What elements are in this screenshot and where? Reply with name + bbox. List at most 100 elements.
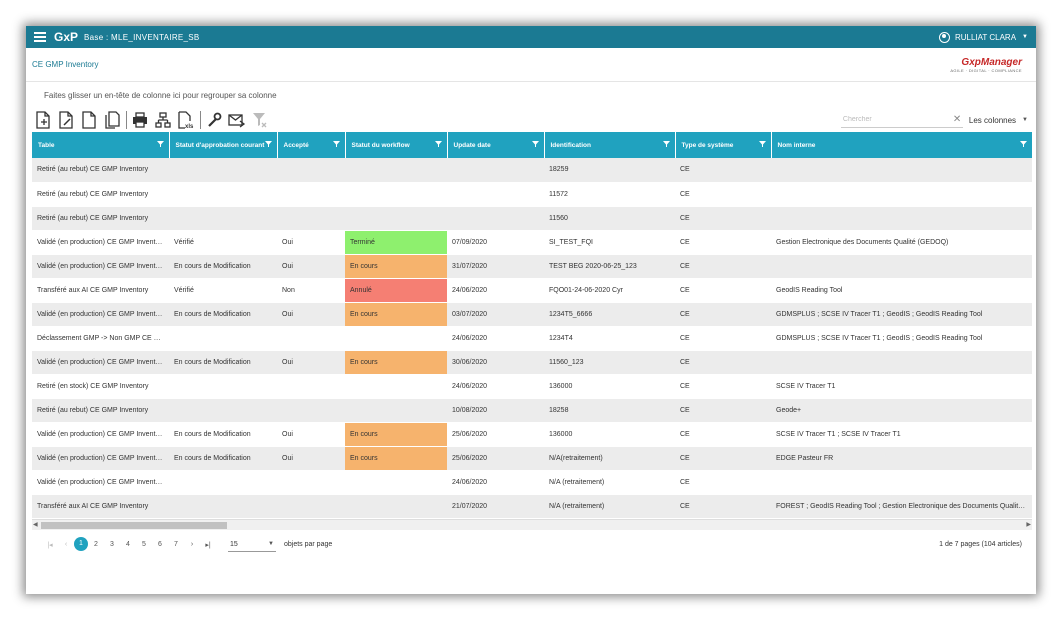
filter-icon[interactable]	[531, 141, 539, 147]
scrollbar-thumb[interactable]	[41, 521, 227, 529]
table-cell: CE	[675, 278, 771, 303]
page-number[interactable]: 6	[158, 541, 162, 548]
user-icon	[938, 31, 950, 43]
table-row[interactable]: Validé (en production) CE GMP Inventory 2…	[32, 470, 1032, 495]
page-number[interactable]: 1	[74, 536, 88, 551]
clear-search-icon[interactable]: ✕	[952, 114, 962, 125]
table-row[interactable]: Retiré (en stock) CE GMP Inventory 24/06/…	[32, 374, 1032, 399]
menu-icon[interactable]	[34, 32, 46, 42]
page-size-select[interactable]: 15 ▼	[228, 538, 276, 552]
search-input[interactable]	[842, 116, 951, 123]
logo: GxpManager AGILE · DIGITAL · COMPLIANCE	[950, 57, 1022, 73]
table-cell	[169, 470, 277, 495]
prev-page-icon[interactable]: ‹	[64, 541, 68, 548]
table-row[interactable]: Validé (en production) CE GMP Inventory E…	[32, 302, 1032, 327]
page-number[interactable]: 7	[174, 541, 178, 548]
page-number[interactable]: 2	[94, 541, 98, 548]
table-cell: CE	[675, 158, 771, 183]
table-row[interactable]: Retiré (au rebut) CE GMP Inventory 11572 C…	[32, 182, 1032, 207]
column-header[interactable]: Type de système	[675, 132, 772, 158]
scroll-left-icon[interactable]: ◀	[33, 521, 38, 528]
page-number[interactable]: 4	[126, 541, 130, 548]
table-cell: En cours de Modification	[169, 350, 277, 375]
user-name: RULLIAT CLARA	[954, 32, 1017, 42]
filter-icon[interactable]	[264, 141, 272, 147]
edit-document-icon[interactable]	[57, 110, 75, 130]
grid-body: Retiré (au rebut) CE GMP Inventory 18259 C…	[32, 158, 1032, 519]
table-cell: SCSE IV Tracer T1 ; SCSE IV Tracer T1	[771, 422, 1032, 447]
filter-icon[interactable]	[1019, 141, 1027, 147]
first-page-icon[interactable]: |◂	[47, 541, 53, 549]
filter-icon[interactable]	[758, 141, 766, 147]
page-number[interactable]: 3	[110, 541, 114, 548]
add-document-icon[interactable]	[34, 110, 52, 130]
table-cell	[169, 326, 277, 351]
table-cell: GDMSPLUS ; SCSE IV Tracer T1 ; GeodIS ; …	[771, 326, 1032, 351]
print-icon[interactable]	[131, 110, 149, 130]
table-row[interactable]: Validé (en production) CE GMP Inventory V…	[32, 230, 1032, 255]
brand-label: GxP	[54, 30, 79, 44]
table-cell: CE	[675, 374, 771, 399]
filter-icon[interactable]	[332, 141, 340, 147]
table-cell: 31/07/2020	[447, 254, 544, 279]
last-page-icon[interactable]: ▸|	[205, 541, 211, 549]
table-row[interactable]: Validé (en production) CE GMP Inventory E…	[32, 350, 1032, 375]
table-row[interactable]: Transféré aux AI CE GMP Inventory 21/07/2…	[32, 494, 1032, 519]
table-cell: 07/09/2020	[447, 230, 544, 255]
chevron-down-icon: ▼	[1022, 117, 1028, 123]
column-header-label: Nom interne	[777, 141, 816, 149]
filter-icon[interactable]	[156, 141, 164, 147]
table-row[interactable]: Validé (en production) CE GMP Inventory E…	[32, 446, 1032, 471]
column-header[interactable]: Table	[32, 132, 170, 158]
column-header[interactable]: Accepté	[277, 132, 346, 158]
table-cell	[345, 494, 447, 519]
filter-icon[interactable]	[662, 141, 670, 147]
columns-dropdown[interactable]: Les colonnes ▼	[969, 116, 1028, 125]
table-cell: N/A (retraitement)	[544, 470, 675, 495]
table-cell: Validé (en production) CE GMP Inventory	[32, 350, 169, 375]
table-cell: Validé (en production) CE GMP Inventory	[32, 254, 169, 279]
column-header[interactable]: Nom interne	[771, 132, 1033, 158]
clear-filter-icon[interactable]	[251, 110, 269, 130]
table-row[interactable]: Validé (en production) CE GMP Inventory E…	[32, 422, 1032, 447]
wrench-icon[interactable]	[205, 110, 223, 130]
column-header[interactable]: Update date	[447, 132, 545, 158]
column-header[interactable]: Statut du workflow	[345, 132, 448, 158]
table-row[interactable]: Déclassement GMP -> Non GMP CE G... 24/06…	[32, 326, 1032, 351]
document-icon[interactable]	[80, 110, 98, 130]
table-cell: En cours	[345, 422, 447, 447]
table-row[interactable]: Validé (en production) CE GMP Inventory E…	[32, 254, 1032, 279]
group-drop-zone[interactable]: Faites glisser un en-tête de colonne ici…	[44, 90, 277, 100]
user-menu[interactable]: RULLIAT CLARA ▼	[938, 31, 1028, 43]
search-field: ✕	[840, 112, 963, 128]
table-cell: En cours	[345, 350, 447, 375]
column-header[interactable]: Statut d'approbation courant	[169, 132, 278, 158]
table-cell: 10/08/2020	[447, 398, 544, 423]
table-row[interactable]: Retiré (au rebut) CE GMP Inventory 11560 C…	[32, 206, 1032, 231]
next-page-icon[interactable]: ›	[190, 541, 194, 548]
table-cell	[345, 158, 447, 183]
table-row[interactable]: Transféré aux AI CE GMP Inventory Vérifié…	[32, 278, 1032, 303]
table-row[interactable]: Retiré (au rebut) CE GMP Inventory 10/08/…	[32, 398, 1032, 423]
copy-document-icon[interactable]	[103, 110, 121, 130]
table-cell	[345, 470, 447, 495]
table-cell: CE	[675, 302, 771, 327]
toolbar-divider	[126, 111, 127, 129]
table-cell: Geode+	[771, 398, 1032, 423]
table-cell: EDGE Pasteur FR	[771, 446, 1032, 471]
toolbar-divider	[200, 111, 201, 129]
mail-icon[interactable]	[228, 110, 246, 130]
column-header-label: Identification	[550, 141, 591, 149]
page-number[interactable]: 5	[142, 541, 146, 548]
filter-icon[interactable]	[434, 141, 442, 147]
export-xls-icon[interactable]: xls	[177, 110, 195, 130]
toolbar: xls ✕ Les colonnes ▼	[26, 108, 1036, 132]
breadcrumb[interactable]: CE GMP Inventory	[32, 60, 99, 69]
column-header[interactable]: Identification	[544, 132, 676, 158]
table-row[interactable]: Retiré (au rebut) CE GMP Inventory 18259 C…	[32, 158, 1032, 183]
scroll-right-icon[interactable]: ▶	[1026, 521, 1031, 528]
chevron-down-icon: ▼	[1022, 34, 1028, 40]
column-header-label: Accepté	[283, 141, 309, 149]
hierarchy-icon[interactable]	[154, 110, 172, 130]
horizontal-scrollbar[interactable]: ◀ ▶	[32, 518, 1032, 530]
